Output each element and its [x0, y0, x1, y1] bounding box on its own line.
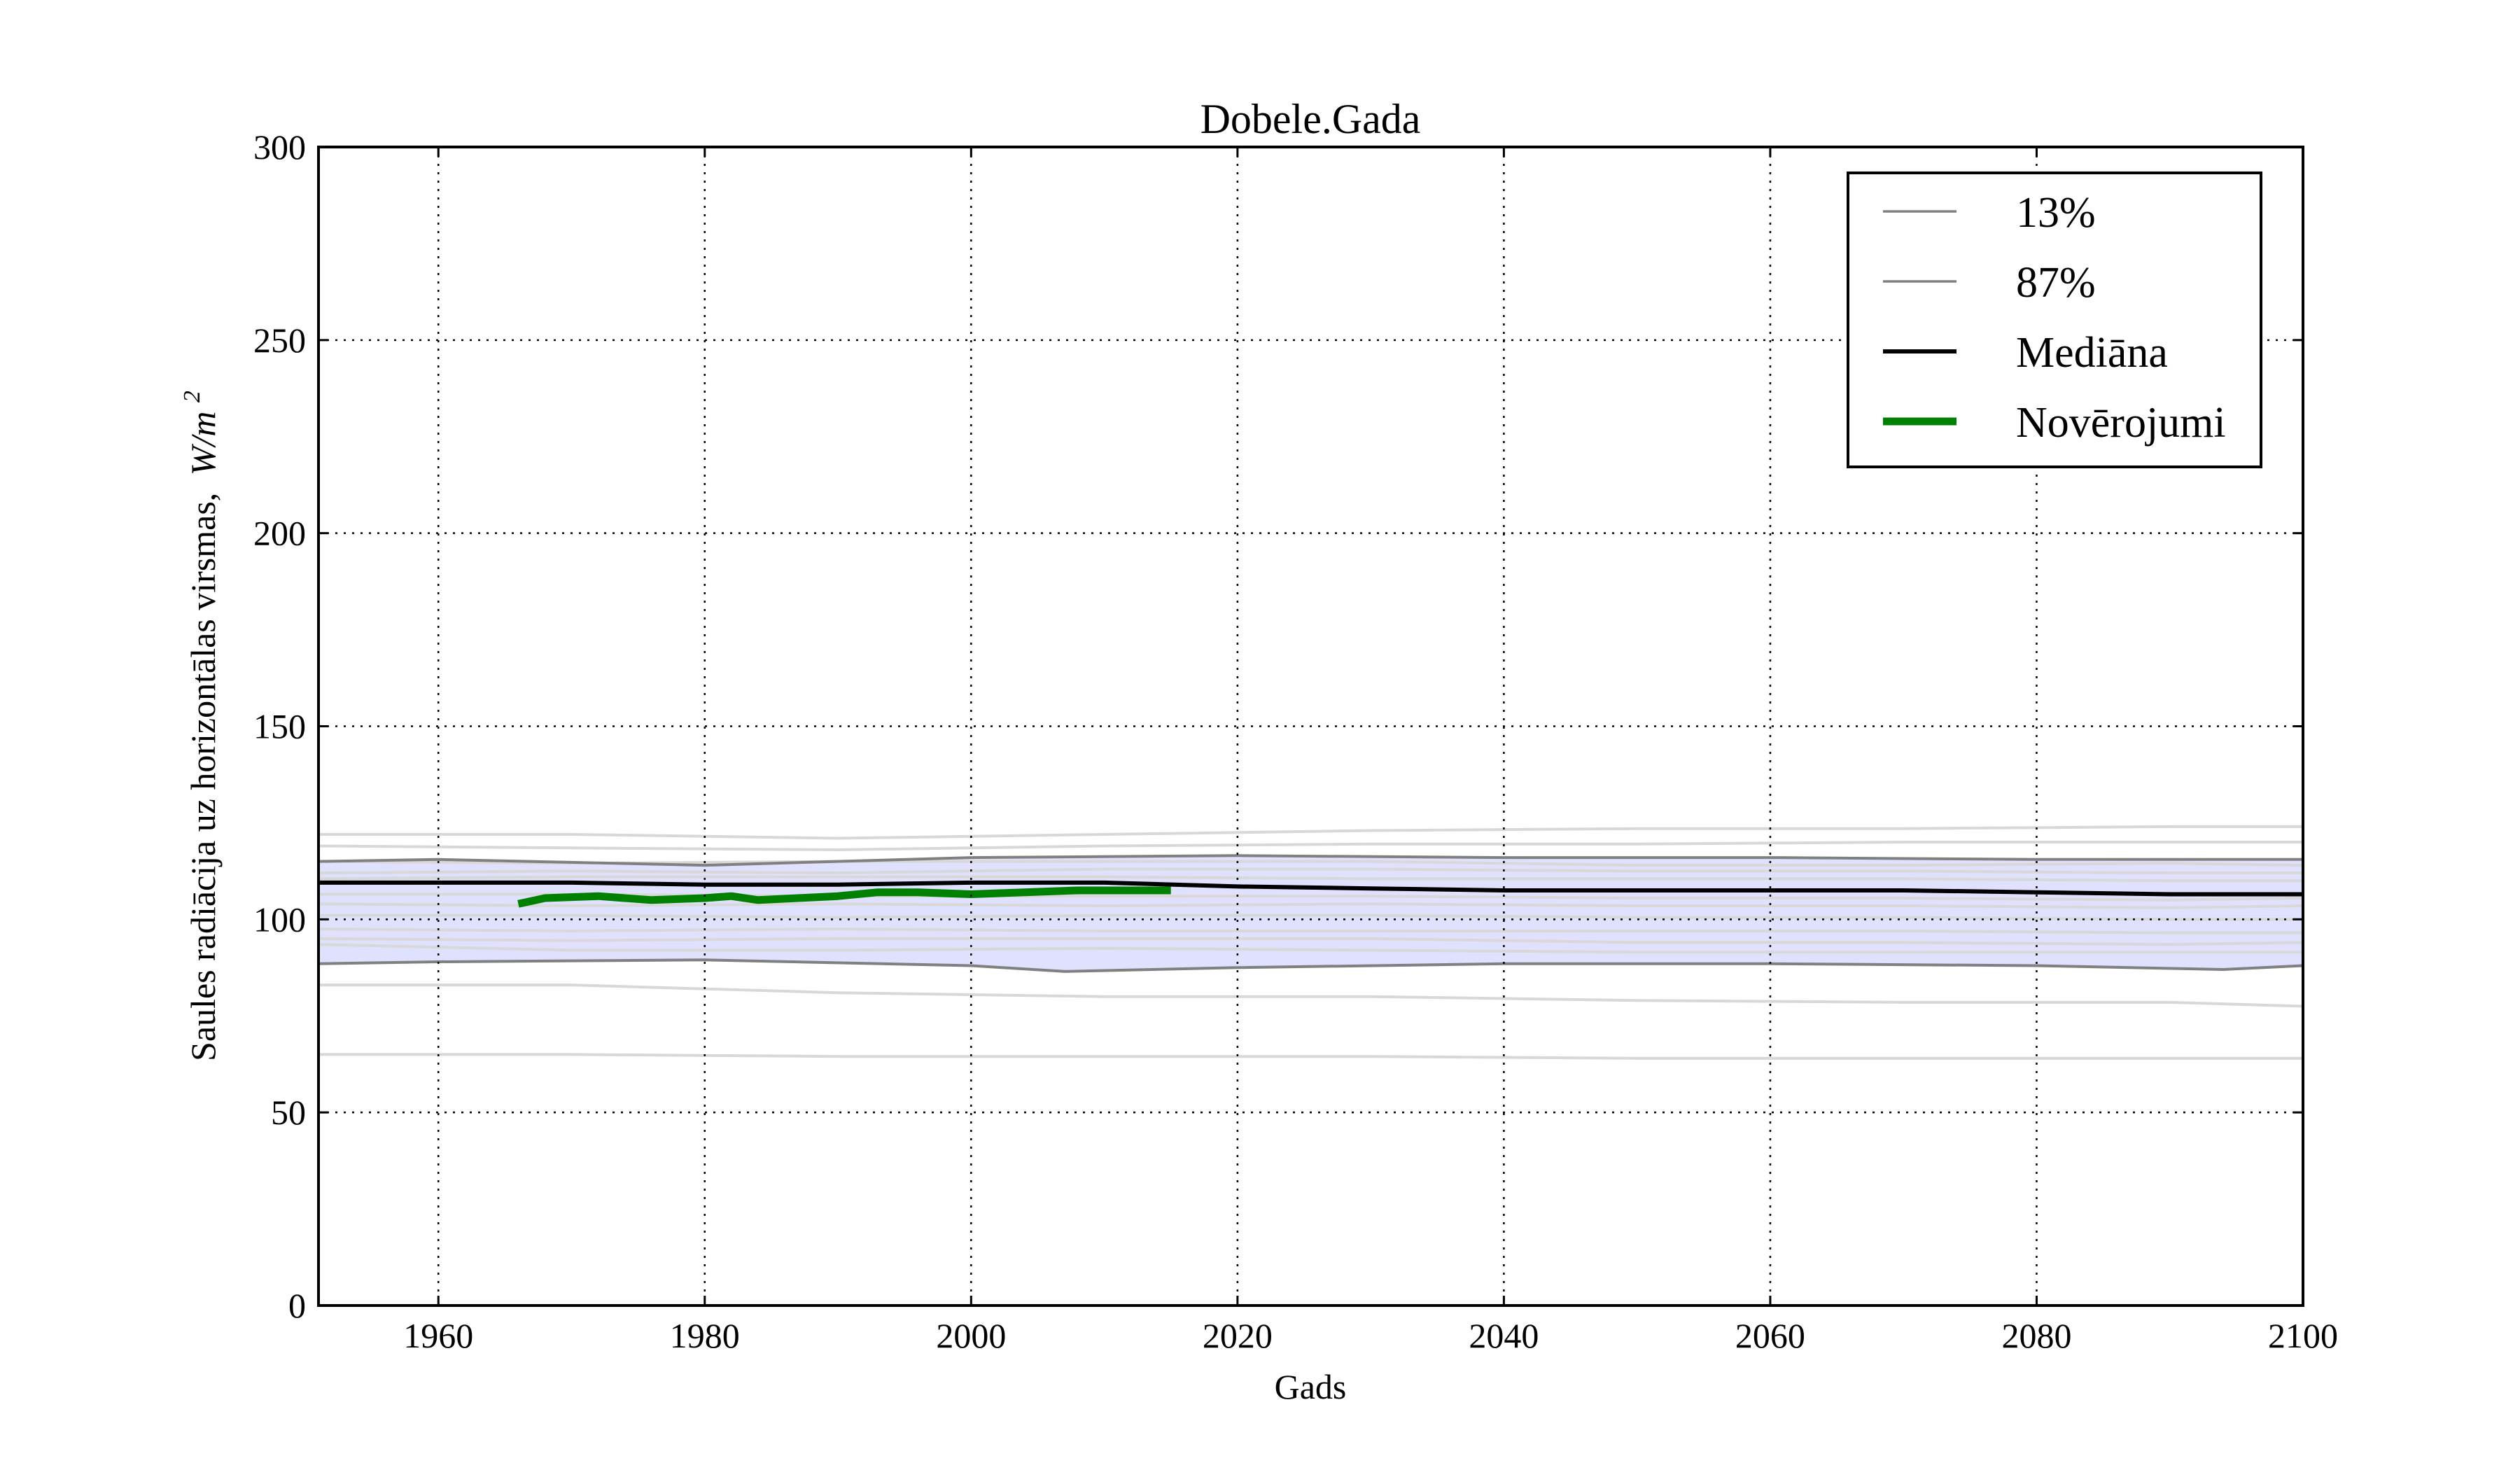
y-axis-label-unit-exponent: 2 — [179, 391, 205, 402]
legend-item-observations: Novērojumi — [1883, 399, 2226, 447]
ensemble-member-line — [318, 867, 2303, 875]
legend-item-13: 13% — [1883, 189, 2096, 237]
median-line — [318, 880, 2303, 897]
legend-label: Novērojumi — [2016, 399, 2226, 447]
background-lines-layer — [318, 825, 2303, 1060]
x-tick-label: 2020 — [1203, 1316, 1273, 1355]
x-tick-label: 2040 — [1469, 1316, 1539, 1355]
y-axis-label-unit: W/m — [183, 412, 223, 476]
ticks-layer: 1960 1980 2000 2020 2040 2060 2080 2100 0 50 100 15… — [253, 127, 2338, 1355]
ensemble-member-line — [318, 892, 2303, 902]
ensemble-member-line — [318, 913, 2303, 921]
y-tick-label: 300 — [253, 127, 306, 167]
chart-title: Dobele.Gada — [1200, 96, 1421, 142]
x-tick-label: 2060 — [1735, 1316, 1805, 1355]
y-tick-label: 0 — [288, 1286, 306, 1325]
ensemble-member-line — [318, 841, 2303, 851]
x-axis-label: Gads — [1275, 1367, 1347, 1406]
y-tick-label: 200 — [253, 514, 306, 553]
grid-layer — [318, 147, 2303, 1306]
percentile-13-line — [318, 958, 2303, 973]
ensemble-member-line — [318, 983, 2303, 1008]
legend-label: 13% — [2016, 189, 2096, 237]
observations-line — [517, 886, 1171, 908]
ensemble-member-line — [318, 902, 2303, 909]
x-tick-label: 2080 — [2001, 1316, 2071, 1355]
y-tick-label: 100 — [253, 899, 306, 939]
y-axis-label-text: Saules radiācija uz horizontālas virsmas… — [183, 493, 223, 1061]
legend-label: Mediāna — [2016, 329, 2168, 377]
x-tick-label: 1960 — [403, 1316, 473, 1355]
x-tick-label: 1980 — [670, 1316, 740, 1355]
percentile-87-line — [318, 854, 2303, 867]
y-axis-label: Saules radiācija uz horizontālas virsmas… — [179, 391, 223, 1061]
series-layer — [318, 854, 2303, 973]
ensemble-member-line — [318, 860, 2303, 867]
legend-item-87: 87% — [1883, 259, 2096, 307]
x-tick-label: 2100 — [2268, 1316, 2338, 1355]
legend-item-median: Mediāna — [1883, 329, 2168, 377]
y-tick-label: 150 — [253, 707, 306, 746]
ensemble-member-line — [318, 825, 2303, 840]
legend-label: 87% — [2016, 259, 2096, 307]
plot-content — [318, 825, 2303, 1060]
ensemble-member-line — [318, 943, 2303, 954]
y-tick-label: 50 — [271, 1093, 306, 1132]
x-tick-label: 2000 — [936, 1316, 1006, 1355]
ensemble-member-line — [318, 875, 2303, 883]
ensemble-member-line — [318, 927, 2303, 934]
y-tick-label: 250 — [253, 321, 306, 360]
ensemble-member-line — [318, 1053, 2303, 1060]
legend: 13% 87% Mediāna Novērojumi — [1847, 172, 2262, 468]
ensemble-member-line — [318, 937, 2303, 946]
